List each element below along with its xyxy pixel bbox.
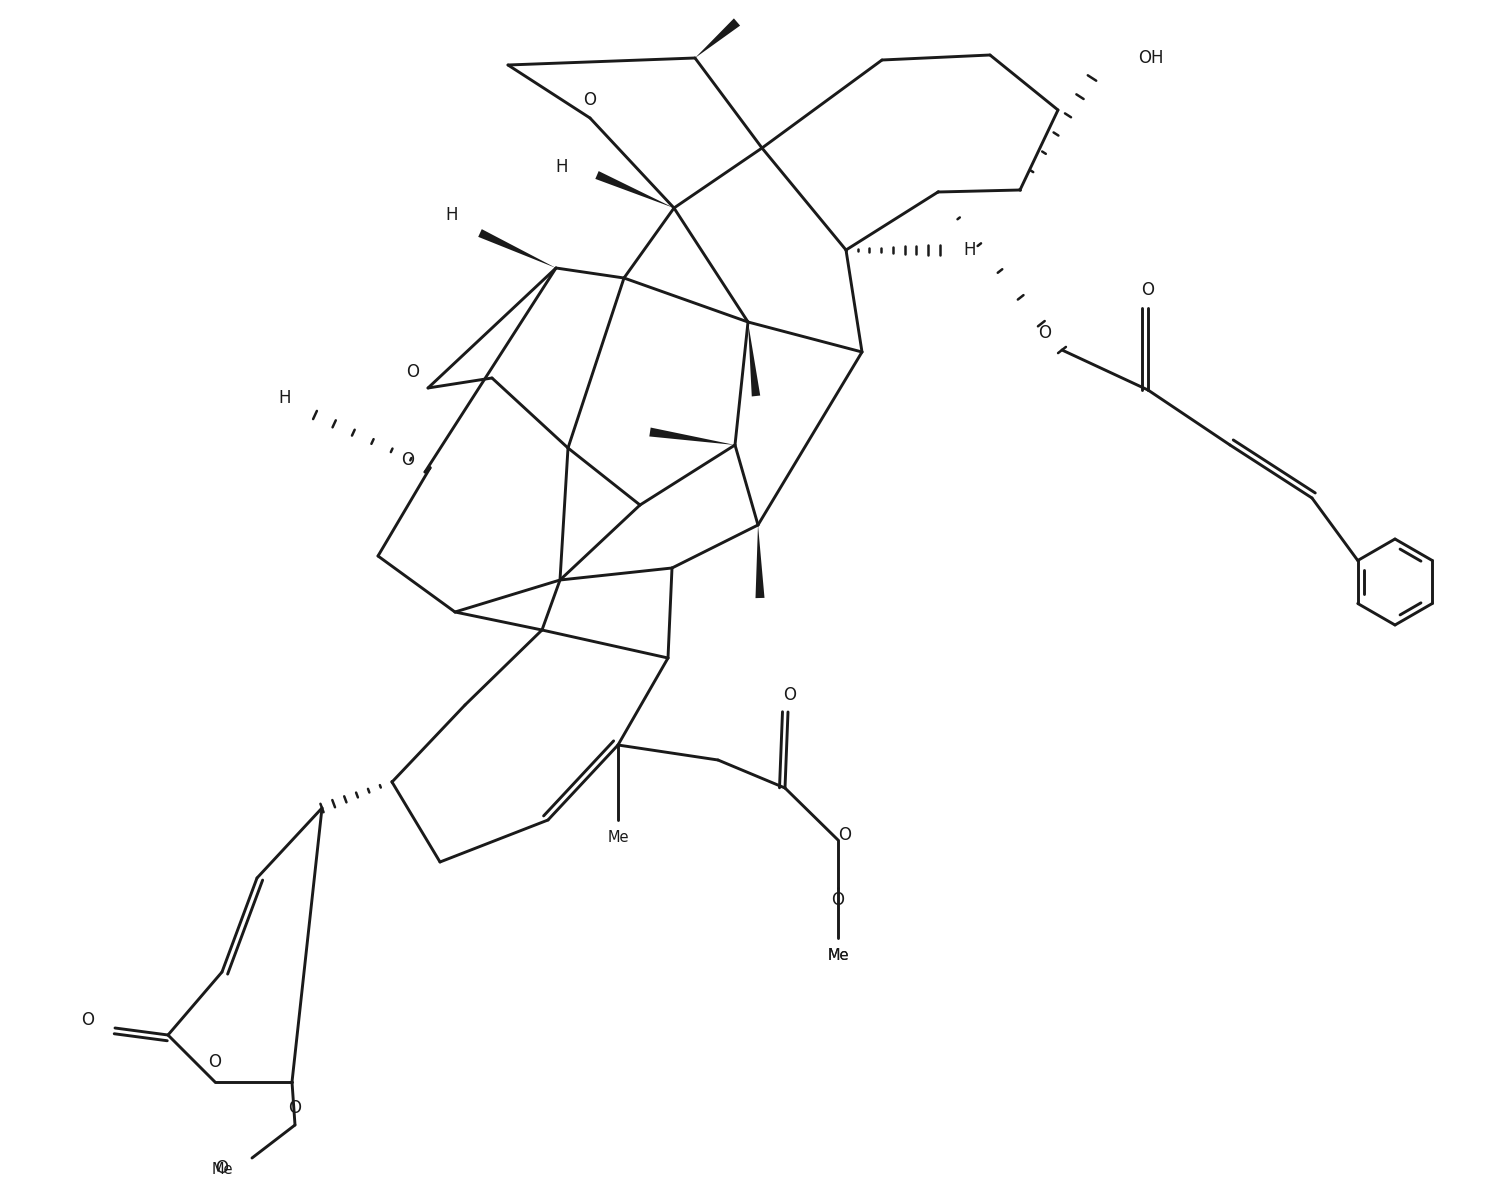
Text: O: O	[838, 825, 851, 845]
Polygon shape	[649, 428, 736, 444]
Text: O: O	[407, 363, 419, 381]
Text: O: O	[82, 1011, 95, 1029]
Polygon shape	[478, 229, 556, 268]
Text: O: O	[215, 1158, 229, 1176]
Text: O: O	[1039, 323, 1052, 341]
Text: Me: Me	[608, 830, 629, 846]
Text: OH: OH	[1138, 49, 1164, 67]
Text: H: H	[556, 158, 568, 176]
Text: H: H	[446, 206, 458, 224]
Polygon shape	[695, 18, 740, 58]
Text: O: O	[288, 1099, 302, 1117]
Text: O: O	[1141, 282, 1155, 300]
Text: O: O	[832, 891, 844, 909]
Text: H: H	[279, 389, 291, 407]
Text: O: O	[584, 91, 596, 109]
Text: Me: Me	[828, 948, 849, 962]
Text: O: O	[401, 450, 415, 468]
Text: H: H	[964, 241, 976, 259]
Polygon shape	[596, 171, 675, 208]
Polygon shape	[747, 322, 761, 397]
Text: Me: Me	[828, 948, 849, 962]
Polygon shape	[755, 525, 764, 598]
Text: Me: Me	[211, 1162, 233, 1178]
Text: O: O	[783, 686, 796, 704]
Text: O: O	[208, 1053, 221, 1071]
